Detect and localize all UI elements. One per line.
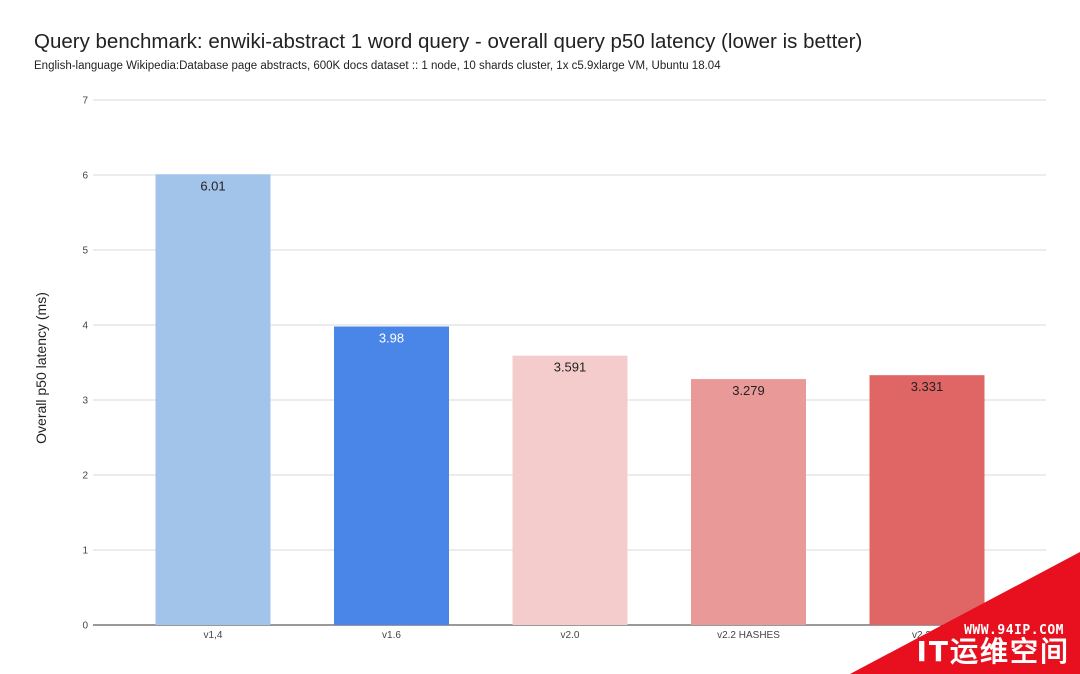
y-tick-label: 2 (82, 471, 88, 482)
x-axis-ticks: v1,4v1.6v2.0v2.2 HASHESv2.2 ... (204, 630, 942, 641)
bars: 6.01 3.98 3.591 3.279 3.331 (155, 174, 985, 625)
y-tick-label: 1 (82, 546, 88, 557)
y-tick-label: 3 (82, 396, 88, 407)
y-axis-label: Overall p50 latency (ms) (33, 292, 49, 444)
data-label: 3.98 (379, 331, 404, 346)
chart-subtitle: English-language Wikipedia:Database page… (34, 60, 721, 72)
chart-title: Query benchmark: enwiki-abstract 1 word … (34, 30, 863, 53)
x-tick-label: v1.6 (382, 630, 401, 641)
data-label: 3.591 (554, 360, 587, 375)
bar (334, 326, 449, 625)
data-label: 3.279 (732, 383, 765, 398)
y-axis-ticks: 0 1 2 3 4 5 6 7 (82, 96, 88, 632)
bar (869, 375, 985, 625)
y-tick-label: 6 (82, 171, 88, 182)
watermark-brand: IT运维空间 (916, 635, 1070, 668)
bar (691, 379, 806, 625)
watermark: WWW.94IP.COM IT运维空间 (850, 552, 1080, 674)
watermark-triangle (850, 552, 1080, 674)
watermark-url: WWW.94IP.COM (964, 623, 1064, 638)
y-tick-label: 0 (82, 621, 88, 632)
y-tick-label: 7 (82, 96, 88, 107)
data-label: 6.01 (200, 178, 225, 193)
data-label: 3.331 (911, 379, 944, 394)
bar (155, 174, 271, 625)
x-tick-label: v2.0 (561, 630, 580, 641)
x-tick-label: v2.2 HASHES (717, 630, 780, 641)
bar (512, 355, 628, 625)
y-tick-label: 4 (82, 321, 88, 332)
x-tick-label: v1,4 (204, 630, 223, 641)
y-tick-label: 5 (82, 246, 88, 257)
